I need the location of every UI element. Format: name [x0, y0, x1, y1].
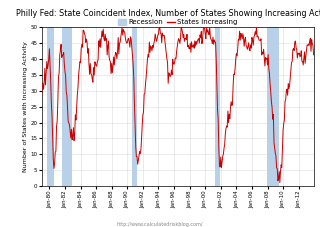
Text: http://www.calculatedriskblog.com/: http://www.calculatedriskblog.com/: [117, 222, 203, 227]
Y-axis label: Number of States with Increasing Activity: Number of States with Increasing Activit…: [23, 41, 28, 172]
Title: Philly Fed: State Coincident Index, Number of States Showing Increasing Activity: Philly Fed: State Coincident Index, Numb…: [16, 9, 320, 18]
Bar: [2, 27, 12, 186]
Bar: [62, 27, 72, 186]
Bar: [132, 27, 137, 186]
Bar: [47, 27, 54, 186]
Legend: Recession, States Increasing: Recession, States Increasing: [115, 16, 240, 28]
Bar: [267, 27, 279, 186]
Bar: [215, 27, 220, 186]
